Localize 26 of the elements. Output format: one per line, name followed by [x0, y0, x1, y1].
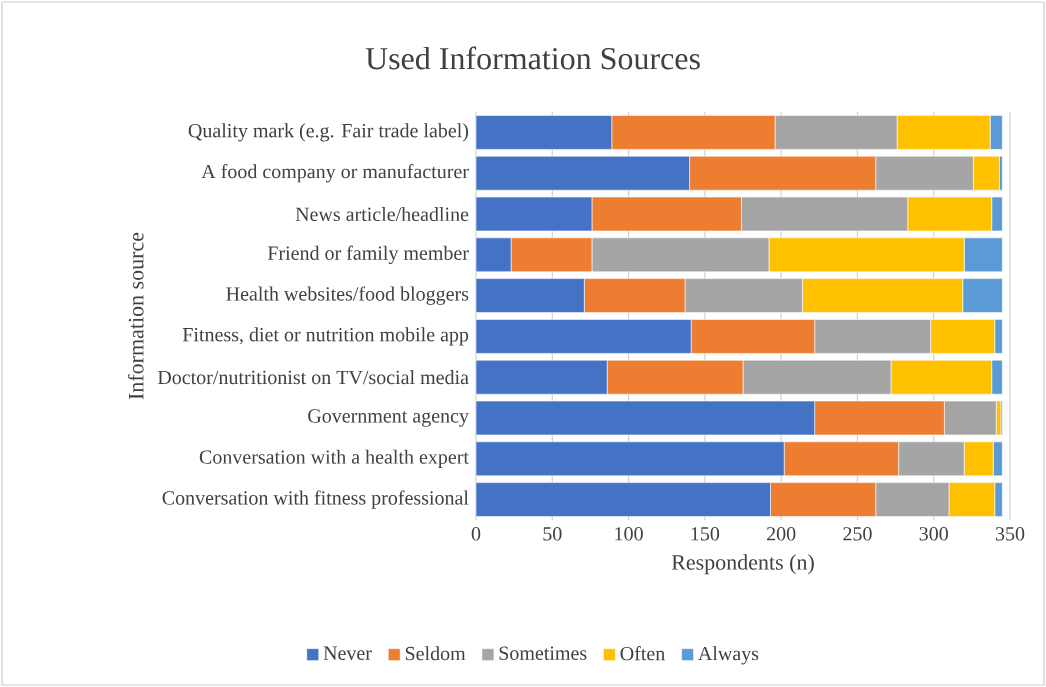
y-tick-label: A food company or manufacturer [201, 164, 469, 183]
y-tick-label: News article/headline [295, 206, 469, 222]
legend-label: Always [698, 646, 759, 665]
x-tick-label: 150 [691, 527, 720, 541]
x-tick-label: 250 [843, 527, 872, 541]
legend-label: Sometimes [499, 646, 587, 660]
y-tick-label: Doctor/nutritionist on TV/social media [157, 370, 469, 385]
y-tick-label: Conversation with fitness professional [162, 490, 469, 509]
x-tick-label: 300 [919, 527, 948, 541]
x-tick-label: 50 [543, 527, 562, 541]
legend-label: Never [323, 646, 372, 660]
x-axis-title: Respondents (n) [671, 554, 814, 575]
y-tick-label: Government agency [308, 409, 469, 427]
y-tick-label: Quality mark (e.g. Fair trade label) [188, 123, 469, 142]
legend-label: Seldom [405, 646, 466, 661]
x-tick-label: 350 [995, 527, 1025, 541]
y-tick-label: Friend or family member [267, 245, 469, 265]
x-tick-label: 200 [767, 527, 796, 541]
y-tick-label: Fitness, diet or nutrition mobile app [182, 327, 469, 346]
x-tick-label: 0 [471, 527, 481, 541]
x-tick-label: 100 [615, 527, 643, 541]
y-tick-label: Conversation with a health expert [199, 449, 469, 468]
y-axis-title: Information source [127, 232, 144, 400]
legend-label: Often [620, 646, 665, 661]
chart-title: Used Information Sources [365, 46, 700, 70]
y-tick-label: Health websites/food bloggers [226, 286, 469, 305]
